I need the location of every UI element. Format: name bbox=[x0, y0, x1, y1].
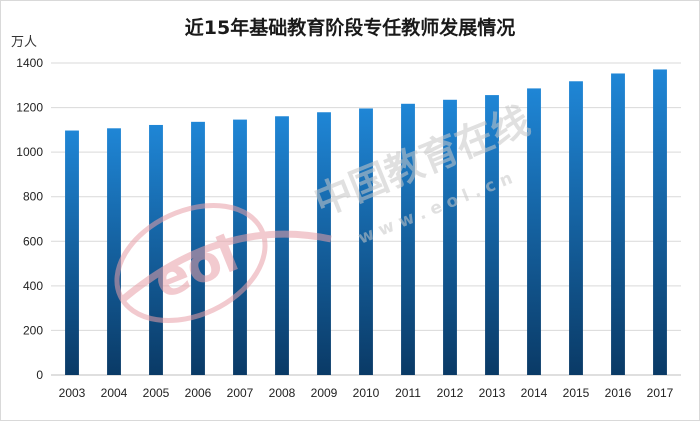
x-axis-tick-labels: 2003 2004 2005 2006 2007 2008 2009 2010 2011 2012… bbox=[59, 386, 674, 400]
bar-2005 bbox=[149, 124, 163, 375]
y-tick-label: 600 bbox=[23, 234, 43, 248]
x-tick-label: 2006 bbox=[185, 386, 212, 400]
x-tick-label: 2010 bbox=[353, 386, 380, 400]
x-tick-label: 2015 bbox=[563, 386, 590, 400]
x-tick-label: 2008 bbox=[269, 386, 296, 400]
bar-2013 bbox=[485, 95, 499, 375]
bar-2007 bbox=[233, 119, 247, 375]
x-tick-label: 2007 bbox=[227, 386, 254, 400]
y-tick-label: 1000 bbox=[16, 145, 43, 159]
y-tick-label: 800 bbox=[23, 190, 43, 204]
x-tick-label: 2011 bbox=[395, 386, 421, 400]
x-tick-label: 2003 bbox=[59, 386, 86, 400]
bar-2011 bbox=[401, 103, 415, 375]
y-tick-label: 200 bbox=[23, 323, 43, 337]
x-tick-label: 2009 bbox=[311, 386, 338, 400]
chart-title: 近15年基础教育阶段专任教师发展情况 bbox=[185, 16, 515, 39]
eol-watermark: eol 中国教育在线 w w w . e o l . c n bbox=[114, 98, 536, 324]
x-tick-label: 2017 bbox=[647, 386, 674, 400]
bars bbox=[65, 69, 667, 376]
bar-2008 bbox=[275, 116, 289, 376]
bar-2017 bbox=[653, 69, 667, 375]
y-tick-label: 1400 bbox=[16, 56, 43, 70]
x-tick-label: 2012 bbox=[437, 386, 464, 400]
bar-2014 bbox=[527, 88, 541, 376]
bar-2015 bbox=[569, 81, 583, 375]
y-axis-unit-label: 万人 bbox=[11, 35, 37, 50]
y-axis-tick-labels: 0 200 400 600 800 1000 1200 1400 bbox=[16, 56, 43, 382]
bar-2003 bbox=[65, 130, 79, 375]
eol-logo: eol bbox=[114, 202, 332, 324]
bar-2004 bbox=[107, 128, 121, 375]
x-tick-label: 2004 bbox=[101, 386, 128, 400]
bar-2009 bbox=[317, 112, 331, 375]
y-tick-label: 0 bbox=[36, 368, 43, 382]
bar-2012 bbox=[443, 99, 457, 376]
x-tick-label: 2016 bbox=[605, 386, 632, 400]
bar-2016 bbox=[611, 73, 625, 375]
x-tick-label: 2013 bbox=[479, 386, 506, 400]
y-tick-label: 1200 bbox=[16, 101, 43, 115]
bar-2010 bbox=[359, 108, 373, 375]
y-tick-label: 400 bbox=[23, 279, 43, 293]
x-tick-label: 2005 bbox=[143, 386, 170, 400]
x-tick-label: 2014 bbox=[521, 386, 548, 400]
